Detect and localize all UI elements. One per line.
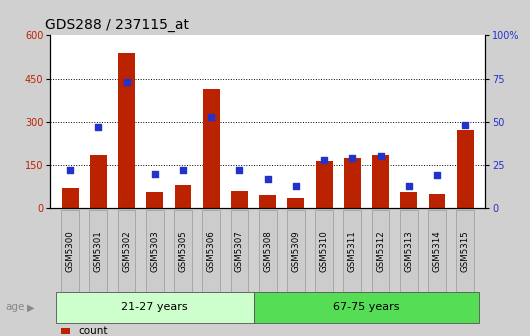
Text: GSM5308: GSM5308 bbox=[263, 230, 272, 272]
Text: 67-75 years: 67-75 years bbox=[333, 302, 400, 312]
Bar bbox=[457, 130, 474, 208]
Text: GDS288 / 237115_at: GDS288 / 237115_at bbox=[45, 18, 189, 32]
Bar bbox=[146, 193, 163, 208]
Bar bbox=[61, 188, 78, 208]
Text: age: age bbox=[5, 302, 25, 312]
Text: GSM5301: GSM5301 bbox=[94, 230, 103, 272]
Point bbox=[461, 123, 470, 128]
Text: GSM5303: GSM5303 bbox=[151, 230, 160, 272]
Bar bbox=[118, 52, 135, 208]
Bar bbox=[372, 155, 389, 208]
Text: GSM5314: GSM5314 bbox=[432, 230, 441, 272]
Bar bbox=[174, 185, 191, 208]
Point bbox=[66, 168, 74, 173]
Point bbox=[207, 114, 216, 119]
Text: GSM5310: GSM5310 bbox=[320, 230, 329, 272]
Text: GSM5305: GSM5305 bbox=[179, 230, 188, 272]
Text: GSM5312: GSM5312 bbox=[376, 230, 385, 272]
Bar bbox=[316, 161, 332, 208]
Text: GSM5307: GSM5307 bbox=[235, 230, 244, 272]
Bar bbox=[344, 158, 361, 208]
Point bbox=[292, 183, 300, 188]
Point bbox=[235, 168, 244, 173]
Text: GSM5315: GSM5315 bbox=[461, 230, 470, 272]
Text: GSM5311: GSM5311 bbox=[348, 230, 357, 272]
Point bbox=[122, 79, 131, 85]
Text: ▶: ▶ bbox=[26, 302, 34, 312]
Point bbox=[179, 168, 187, 173]
Point bbox=[432, 173, 441, 178]
Text: GSM5300: GSM5300 bbox=[66, 230, 75, 272]
Point bbox=[94, 124, 103, 130]
Point bbox=[376, 154, 385, 159]
Point bbox=[404, 183, 413, 188]
Point bbox=[263, 176, 272, 181]
Point bbox=[348, 156, 357, 161]
Point bbox=[151, 171, 159, 176]
Text: GSM5302: GSM5302 bbox=[122, 230, 131, 272]
Bar bbox=[231, 191, 248, 208]
Bar bbox=[203, 89, 219, 208]
Bar bbox=[259, 195, 276, 208]
Text: GSM5309: GSM5309 bbox=[292, 230, 301, 272]
Text: count: count bbox=[78, 326, 108, 336]
Point bbox=[320, 157, 328, 163]
Bar bbox=[429, 194, 445, 208]
Text: GSM5306: GSM5306 bbox=[207, 230, 216, 272]
Bar bbox=[90, 155, 107, 208]
Bar bbox=[287, 198, 304, 208]
Text: 21-27 years: 21-27 years bbox=[121, 302, 188, 312]
Text: GSM5313: GSM5313 bbox=[404, 230, 413, 272]
Bar bbox=[400, 193, 417, 208]
